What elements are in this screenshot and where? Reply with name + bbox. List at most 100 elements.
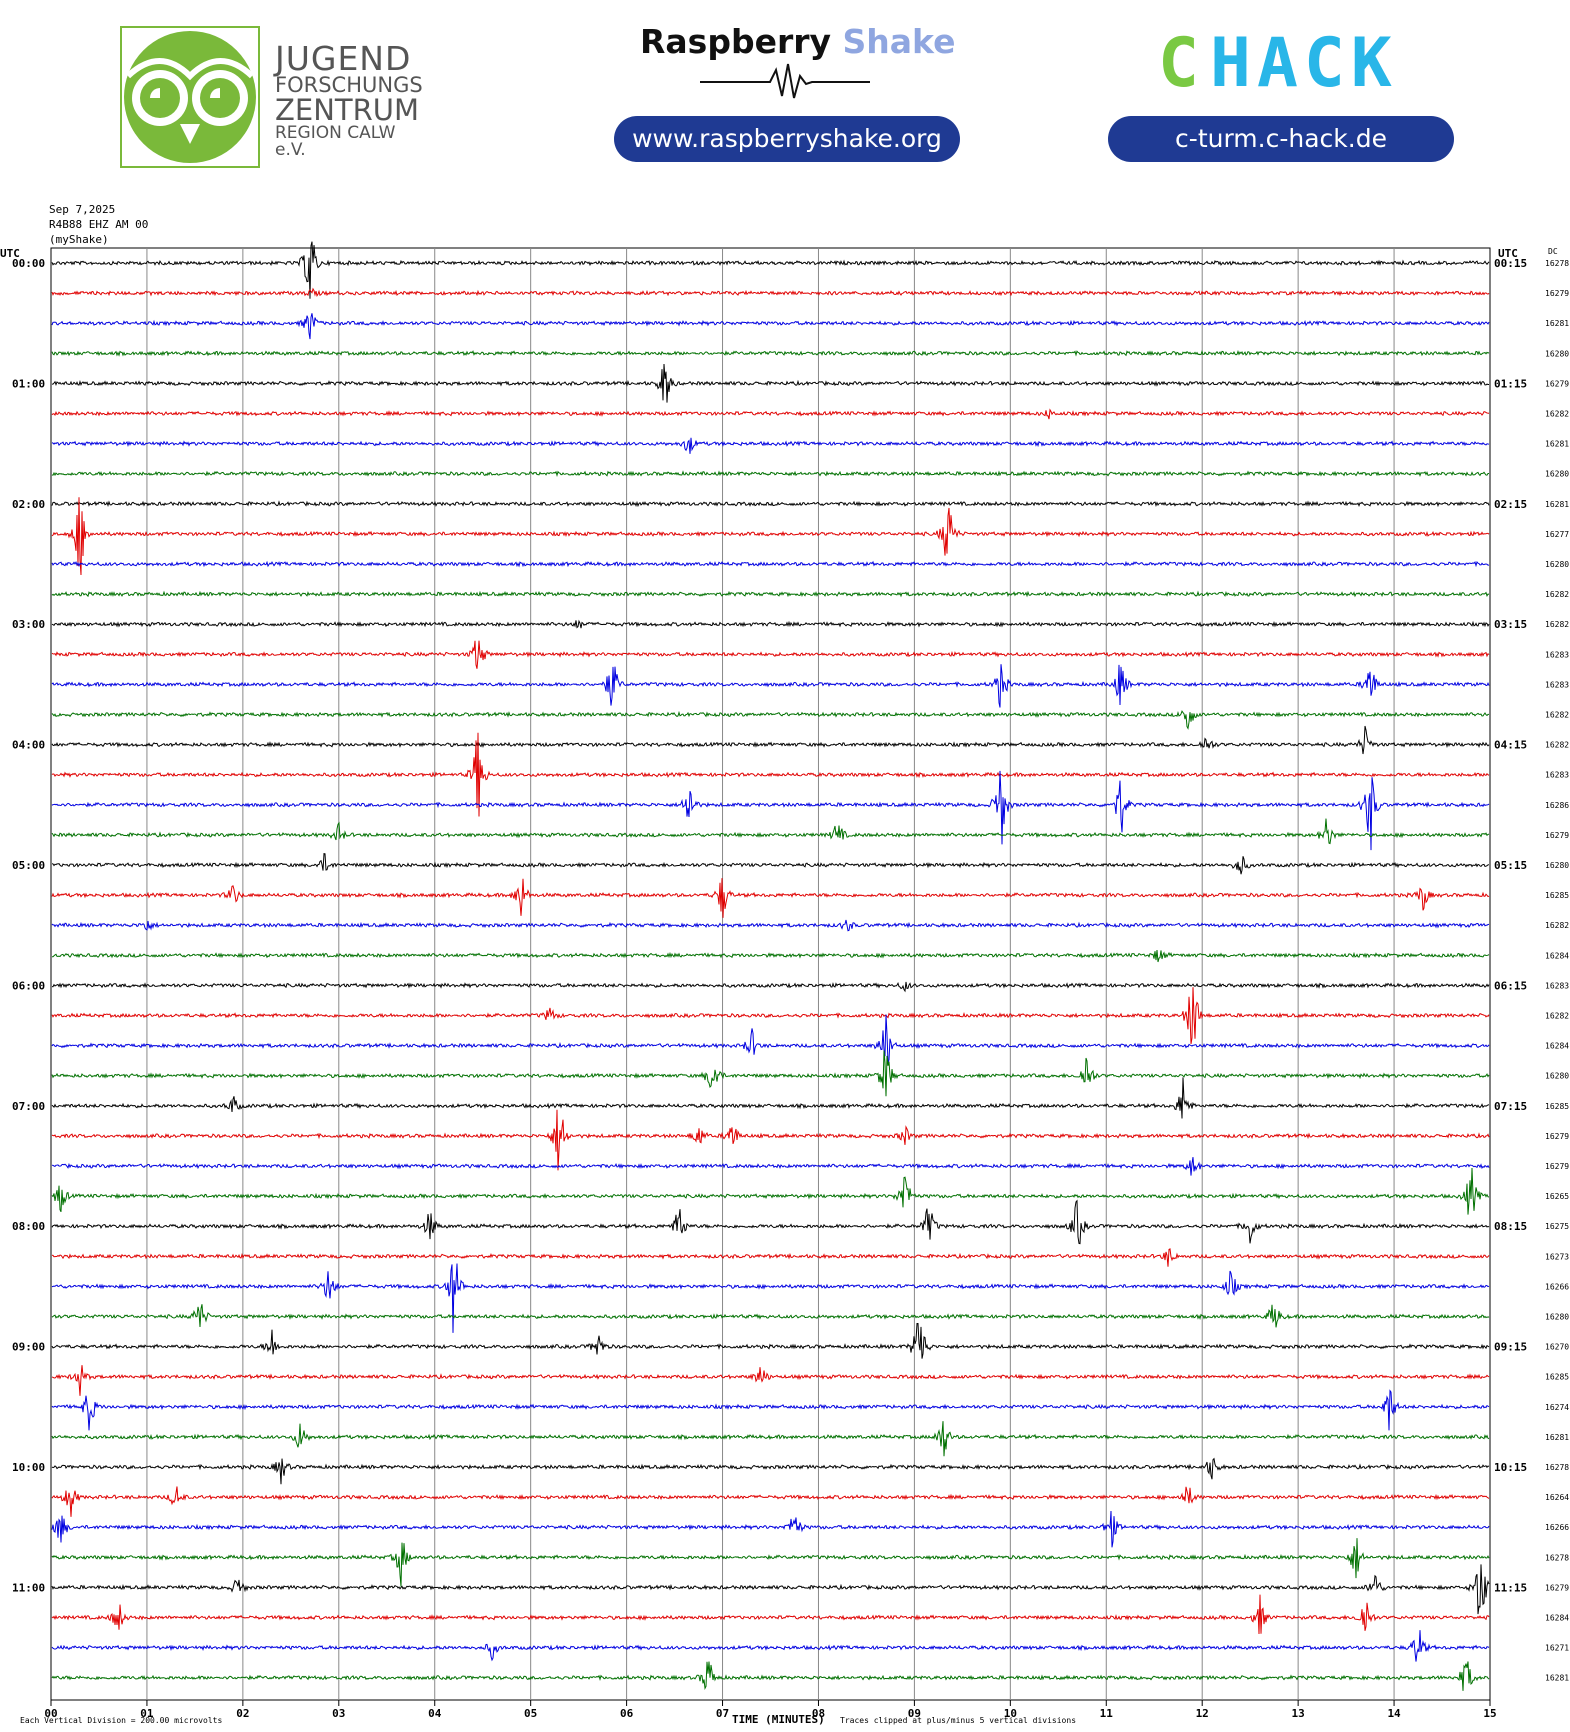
hour-label-right: 04:15 <box>1494 739 1527 752</box>
seismic-trace <box>51 664 1490 708</box>
seismic-trace <box>51 732 1490 817</box>
seismic-trace <box>51 470 1489 477</box>
dc-offset-label: 16283 <box>1545 680 1569 689</box>
jfz-line-2: FORSCHUNGS <box>275 73 423 97</box>
dc-offset-label: 16278 <box>1545 259 1569 268</box>
seismic-trace <box>51 1538 1490 1587</box>
dc-offset-label: 16275 <box>1545 1222 1569 1231</box>
x-tick-label: 10 <box>1004 1707 1017 1720</box>
dc-offset-label: 16280 <box>1545 470 1569 479</box>
x-tick-label: 07 <box>716 1707 729 1720</box>
seismic-trace <box>51 287 1490 298</box>
hour-label-left: 08:00 <box>12 1220 45 1233</box>
seismic-trace <box>51 981 1490 993</box>
hour-label-left: 09:00 <box>12 1341 45 1354</box>
svg-text:C: C <box>1158 30 1199 92</box>
hour-label-left: 03:00 <box>12 618 45 631</box>
jfz-line-3: ZENTRUM <box>275 93 419 127</box>
seismic-trace <box>51 919 1490 932</box>
date-label: Sep 7,2025 <box>49 203 116 216</box>
dc-offset-label: 16280 <box>1545 1072 1569 1081</box>
chart-header: Sep 7,2025 R4B88 EHZ AM 00 (myShake) <box>49 202 148 247</box>
dc-offset-label: 16279 <box>1545 1132 1569 1141</box>
dc-offset-label: 16282 <box>1545 620 1569 629</box>
seismic-trace <box>52 950 1490 963</box>
seismic-trace <box>51 1304 1490 1328</box>
hour-label-right: 09:15 <box>1494 1341 1527 1354</box>
hour-label-right: 05:15 <box>1494 859 1527 872</box>
hour-label-right: 03:15 <box>1494 618 1527 631</box>
dc-offset-label: 16282 <box>1545 741 1569 750</box>
hour-label-right: 08:15 <box>1494 1220 1527 1233</box>
seismic-trace <box>51 1323 1490 1359</box>
seismic-trace <box>51 560 1490 568</box>
seismic-trace <box>51 1510 1490 1548</box>
seismic-trace <box>51 1564 1490 1615</box>
seismic-trace <box>51 1050 1490 1097</box>
seismic-wave-icon <box>700 63 870 99</box>
dc-offset-label: 16277 <box>1545 530 1569 539</box>
hour-label-left: 04:00 <box>12 739 45 752</box>
dc-offset-label: 16279 <box>1545 289 1569 298</box>
seismic-trace <box>52 363 1489 403</box>
dc-offset-label: 16285 <box>1545 1373 1569 1382</box>
dc-offset-label: 16279 <box>1545 831 1569 840</box>
utc-right-label: UTC <box>1498 247 1518 260</box>
seismic-trace <box>51 1389 1490 1431</box>
dc-offset-label: 16281 <box>1545 319 1569 328</box>
dc-offset-label: 16264 <box>1545 1493 1569 1502</box>
x-tick-label: 05 <box>524 1707 537 1720</box>
dc-offset-label: 16284 <box>1545 951 1569 960</box>
dc-offset-label: 16266 <box>1545 1282 1569 1291</box>
seismic-trace <box>51 500 1490 508</box>
hour-label-left: 11:00 <box>12 1581 45 1594</box>
seismic-trace <box>51 1421 1490 1457</box>
dc-offset-label: 16284 <box>1545 1042 1569 1051</box>
x-tick-label: 08 <box>812 1707 825 1720</box>
seismic-trace <box>51 241 1490 299</box>
dc-header-label: DC <box>1548 247 1558 256</box>
dc-offset-label: 16273 <box>1545 1252 1569 1261</box>
chack-url-link[interactable]: c-turm.c-hack.de <box>1108 116 1454 162</box>
raspberry-word: Raspberry <box>640 22 832 61</box>
hour-label-left: 02:00 <box>12 498 45 511</box>
dc-offset-label: 16274 <box>1545 1403 1569 1412</box>
seismic-trace <box>51 1630 1490 1662</box>
dc-offset-label: 16280 <box>1545 861 1569 870</box>
x-tick-label: 02 <box>236 1707 249 1720</box>
seismic-trace <box>51 1263 1490 1333</box>
chack-logo-icon: C HACK <box>1158 30 1392 92</box>
dc-offset-label: 16283 <box>1545 650 1569 659</box>
seismic-trace <box>51 313 1490 340</box>
dc-offset-label: 16280 <box>1545 349 1569 358</box>
dc-offset-label: 16265 <box>1545 1192 1569 1201</box>
dc-offset-label: 16285 <box>1545 891 1569 900</box>
jfz-text: JUGEND FORSCHUNGS ZENTRUM REGION CALW e.… <box>275 42 423 159</box>
owl-logo-icon <box>120 26 260 168</box>
seismic-trace <box>51 408 1490 420</box>
jfz-line-1: JUGEND <box>275 39 412 78</box>
raspberryshake-url-link[interactable]: www.raspberryshake.org <box>614 116 960 162</box>
dc-offset-label: 16266 <box>1545 1523 1569 1532</box>
seismic-trace <box>51 437 1490 454</box>
hour-label-left: 00:00 <box>12 257 45 270</box>
x-axis-title: TIME (MINUTES) <box>732 1713 825 1726</box>
dc-offset-label: 16279 <box>1545 1583 1569 1592</box>
x-tick-label: 13 <box>1292 1707 1305 1720</box>
x-tick-label: 00 <box>44 1707 57 1720</box>
raspberry-shake-logo: Raspberry Shake <box>640 22 956 61</box>
dc-offset-label: 16286 <box>1545 801 1569 810</box>
x-tick-label: 15 <box>1483 1707 1496 1720</box>
dc-offset-label: 16282 <box>1545 410 1569 419</box>
seismic-trace <box>51 590 1490 598</box>
hour-label-right: 02:15 <box>1494 498 1527 511</box>
dc-offset-label: 16283 <box>1545 771 1569 780</box>
hour-label-right: 10:15 <box>1494 1461 1527 1474</box>
dc-offset-label: 16281 <box>1545 1433 1569 1442</box>
seismic-trace <box>51 710 1489 730</box>
seismic-trace <box>51 1486 1490 1517</box>
seismic-trace <box>51 497 1490 576</box>
source-label: (myShake) <box>49 233 109 246</box>
seismic-trace <box>51 1248 1490 1267</box>
dc-offset-label: 16270 <box>1545 1343 1569 1352</box>
